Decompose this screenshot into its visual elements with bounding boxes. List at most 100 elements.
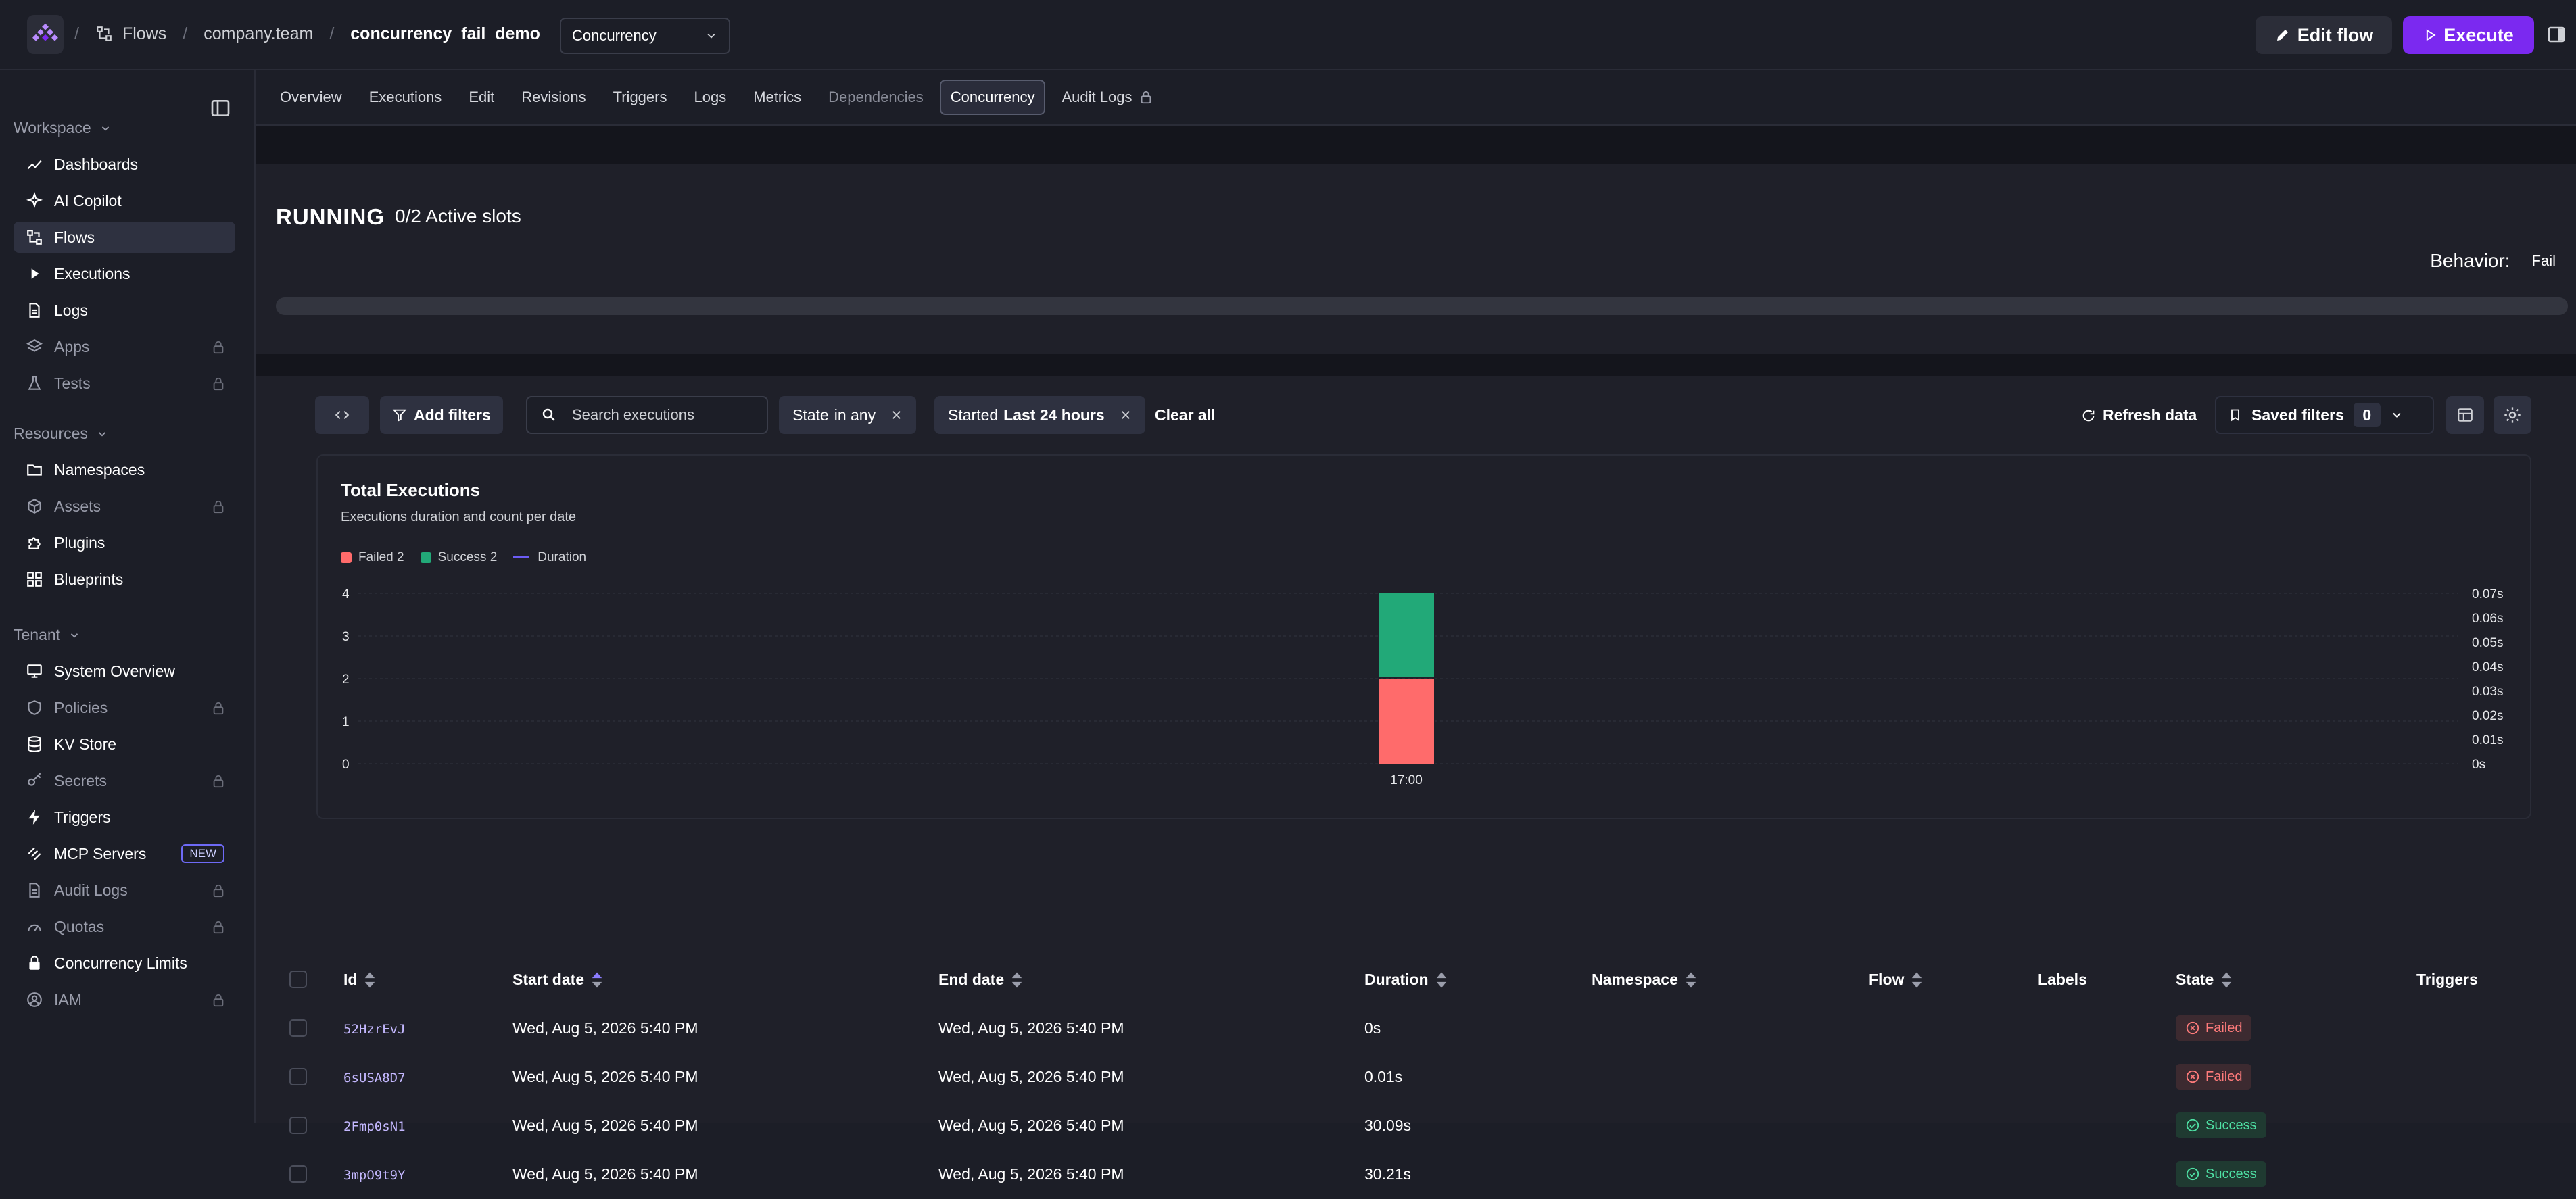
sort-asc-icon xyxy=(592,971,602,988)
row-checkbox[interactable] xyxy=(289,1165,307,1187)
active-slots: 0/2 Active slots xyxy=(395,205,521,226)
sidebar-item-plugins[interactable]: Plugins xyxy=(14,527,235,558)
table-row[interactable]: 52HzrEvJ Wed, Aug 5, 2026 5:40 PM Wed, A… xyxy=(289,1004,2548,1053)
behavior: Behavior: Fail xyxy=(2430,250,2556,272)
table-row[interactable]: 6sUSA8D7 Wed, Aug 5, 2026 5:40 PM Wed, A… xyxy=(289,1053,2548,1102)
legend-failed[interactable]: Failed 2 xyxy=(341,550,404,565)
col-duration[interactable]: Duration xyxy=(1364,971,1448,989)
view-select[interactable]: Concurrency xyxy=(560,18,730,54)
sidebar-item-secrets[interactable]: Secrets xyxy=(14,765,235,796)
file-icon xyxy=(29,303,40,318)
status-badge[interactable]: Failed xyxy=(2176,1015,2252,1041)
side-panel-icon[interactable] xyxy=(2546,24,2567,45)
chart-title: Total Executions xyxy=(341,480,481,500)
tab-logs[interactable]: Logs xyxy=(694,89,727,105)
table-row[interactable]: 2Fmp0sN1 Wed, Aug 5, 2026 5:40 PM Wed, A… xyxy=(289,1102,2548,1150)
col-id[interactable]: Id xyxy=(343,971,376,989)
sidebar-item-executions[interactable]: Executions xyxy=(14,258,235,289)
sidebar-item-blueprints[interactable]: Blueprints xyxy=(14,564,235,595)
section-tenant[interactable]: Tenant xyxy=(14,626,80,644)
start-date: Wed, Aug 5, 2026 5:40 PM xyxy=(512,1117,698,1134)
legend-duration[interactable]: Duration xyxy=(513,550,586,565)
sidebar-item-logs[interactable]: Logs xyxy=(14,295,235,326)
tab-triggers[interactable]: Triggers xyxy=(613,89,667,105)
table-columns-button[interactable] xyxy=(2446,396,2484,434)
clear-all-button[interactable]: Clear all xyxy=(1155,406,1216,424)
sidebar-item-mcp-servers[interactable]: MCP Servers NEW xyxy=(14,838,235,869)
sidebar-item-label: MCP Servers xyxy=(54,844,147,862)
gear-icon xyxy=(2504,407,2521,423)
row-checkbox[interactable] xyxy=(289,1019,307,1041)
settings-button[interactable] xyxy=(2494,396,2531,434)
tab-concurrency[interactable]: Concurrency xyxy=(939,80,1046,115)
legend-success[interactable]: Success 2 xyxy=(420,550,497,565)
chart-subtitle: Executions duration and count per date xyxy=(341,510,577,524)
col-start-date[interactable]: Start date xyxy=(512,971,603,989)
sidebar-item-system-overview[interactable]: System Overview xyxy=(14,656,235,687)
tab-overview[interactable]: Overview xyxy=(280,89,342,105)
state-filter-chip[interactable]: State in any xyxy=(779,396,917,434)
saved-filters-button[interactable]: Saved filters 0 xyxy=(2215,396,2434,434)
y2-tick-label: 0.05s xyxy=(2472,636,2503,650)
flow-icon xyxy=(97,26,112,41)
sidebar-item-label: Concurrency Limits xyxy=(54,954,187,972)
sidebar-item-kv-store[interactable]: KV Store xyxy=(14,729,235,760)
col-state[interactable]: State xyxy=(2176,971,2233,989)
search-executions-input[interactable]: Search executions xyxy=(526,396,768,434)
table-row[interactable]: 3mpO9t9Y Wed, Aug 5, 2026 5:40 PM Wed, A… xyxy=(289,1150,2548,1199)
sidebar-item-triggers[interactable]: Triggers xyxy=(14,802,235,833)
execution-id-link[interactable]: 6sUSA8D7 xyxy=(343,1071,406,1085)
edit-flow-button[interactable]: Edit flow xyxy=(2256,16,2392,54)
sidebar-item-label: Blueprints xyxy=(54,570,124,588)
breadcrumb-flow-name: concurrency_fail_demo xyxy=(350,24,540,43)
refresh-data-button[interactable]: Refresh data xyxy=(2081,406,2197,424)
section-workspace[interactable]: Workspace xyxy=(14,119,112,137)
close-icon[interactable] xyxy=(1120,409,1132,421)
started-filter-chip[interactable]: Started Last 24 hours xyxy=(934,396,1145,434)
sidebar-item-audit-logs[interactable]: Audit Logs xyxy=(14,875,235,906)
tab-audit-logs[interactable]: Audit Logs xyxy=(1051,80,1164,115)
start-date: Wed, Aug 5, 2026 5:40 PM xyxy=(512,1068,698,1085)
sidebar-item-label: Tests xyxy=(54,374,91,392)
sidebar-item-quotas[interactable]: Quotas xyxy=(14,911,235,942)
kestra-logo-icon[interactable] xyxy=(27,15,64,54)
sidebar-item-concurrency-limits[interactable]: Concurrency Limits xyxy=(14,948,235,979)
col-namespace[interactable]: Namespace xyxy=(1592,971,1697,989)
sidebar-item-flows[interactable]: Flows xyxy=(14,222,235,253)
execution-id-link[interactable]: 52HzrEvJ xyxy=(343,1022,406,1037)
breadcrumb-flows-link[interactable]: Flows xyxy=(122,24,167,43)
close-icon[interactable] xyxy=(890,409,903,421)
sidebar-item-assets[interactable]: Assets xyxy=(14,491,235,522)
sidebar-item-label: AI Copilot xyxy=(54,191,122,210)
row-checkbox[interactable] xyxy=(289,1068,307,1090)
status-badge[interactable]: Failed xyxy=(2176,1064,2252,1090)
add-filters-button[interactable]: Add filters xyxy=(380,396,503,434)
row-checkbox[interactable] xyxy=(289,1117,307,1138)
sidebar-item-iam[interactable]: IAM xyxy=(14,984,235,1015)
execute-button[interactable]: Execute xyxy=(2403,16,2534,54)
status-badge[interactable]: Success xyxy=(2176,1112,2266,1138)
col-flow[interactable]: Flow xyxy=(1869,971,1923,989)
y-tick-label: 3 xyxy=(342,630,350,644)
execution-id-link[interactable]: 3mpO9t9Y xyxy=(343,1168,406,1183)
sidebar-item-dashboards[interactable]: Dashboards xyxy=(14,149,235,180)
col-end-date[interactable]: End date xyxy=(938,971,1023,989)
sidebar-item-tests[interactable]: Tests xyxy=(14,368,235,399)
status-badge[interactable]: Success xyxy=(2176,1161,2266,1187)
sidebar-item-namespaces[interactable]: Namespaces xyxy=(14,454,235,485)
tab-executions[interactable]: Executions xyxy=(368,89,442,105)
toggle-code-button[interactable] xyxy=(315,396,369,434)
breadcrumb-namespace-link[interactable]: company.team xyxy=(204,24,314,43)
tab-dependencies[interactable]: Dependencies xyxy=(828,89,924,105)
execution-id-link[interactable]: 2Fmp0sN1 xyxy=(343,1119,406,1134)
sidebar-item-policies[interactable]: Policies xyxy=(14,692,235,723)
tab-edit[interactable]: Edit xyxy=(469,89,495,105)
sidebar-item-ai-copilot[interactable]: AI Copilot xyxy=(14,185,235,216)
gauge-icon xyxy=(28,924,41,932)
collapse-sidebar-icon[interactable] xyxy=(210,97,231,119)
select-all-checkbox[interactable] xyxy=(289,971,307,988)
sidebar-item-apps[interactable]: Apps xyxy=(14,331,235,362)
tab-metrics[interactable]: Metrics xyxy=(753,89,802,105)
tab-revisions[interactable]: Revisions xyxy=(521,89,586,105)
section-resources[interactable]: Resources xyxy=(14,424,108,443)
